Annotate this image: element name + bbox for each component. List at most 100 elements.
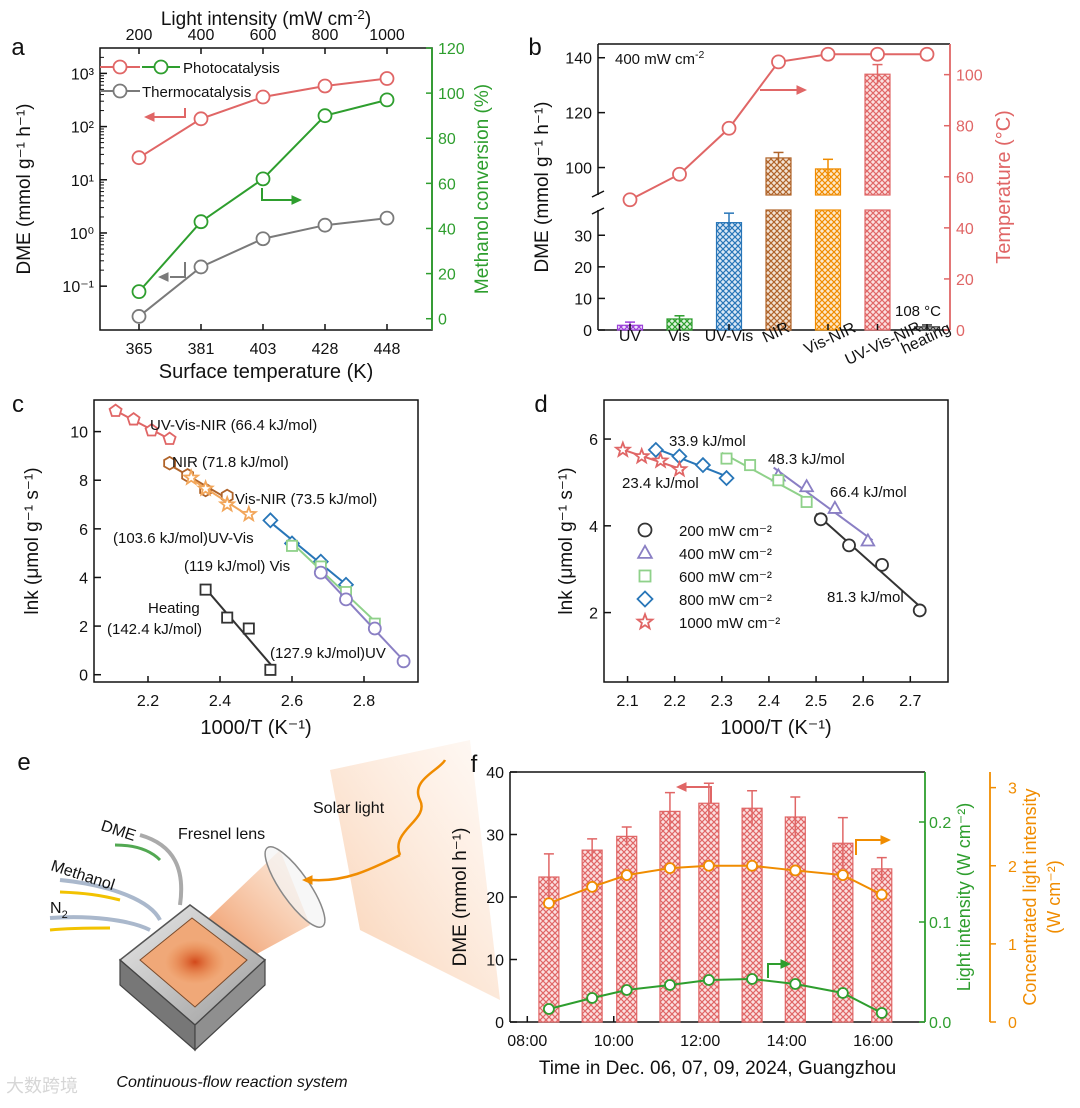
- panel-e-tube-dme: [139, 833, 184, 906]
- panel-f-concentrated-point: [664, 862, 676, 874]
- panel-a-legend-photo: Photocatalysis: [183, 60, 280, 77]
- panel-b-y2tick-label: 0: [956, 323, 965, 340]
- panel-d-point: [800, 495, 813, 508]
- panel-a-toptick-label: 200: [126, 27, 153, 44]
- panel-a-point: [317, 78, 333, 94]
- panel-f-ytick-label: 30: [486, 828, 504, 845]
- panel-a-point: [193, 111, 209, 127]
- panel-c-ytick-label: 4: [79, 570, 88, 587]
- panel-c-point: [285, 539, 298, 552]
- panel-a-point: [379, 71, 395, 86]
- panel-b-ytick-label: 20: [574, 260, 592, 277]
- panel-a-ytick-label: 10²: [71, 120, 95, 137]
- panel-e-solar-arrow: [397, 759, 447, 856]
- panel-a-toplabel-post: ): [365, 9, 371, 30]
- panel-f-xtick-label: 10:00: [594, 1033, 634, 1050]
- panel-c-fit-line: [111, 407, 174, 442]
- panel-b-temperature-point: [919, 46, 935, 62]
- panel-e-solar-beam: [330, 740, 500, 1000]
- panel-e-label-solar: Solar light: [313, 800, 385, 817]
- panel-a-ylabel: DME (mmol g⁻¹ h⁻¹): [14, 104, 35, 275]
- panel-a-point: [317, 217, 333, 233]
- panel-c-xtick-label: 2.8: [353, 693, 375, 710]
- panel-d-point: [827, 500, 843, 514]
- panel-a-y2tick-label: 20: [438, 267, 456, 284]
- panel-b-bar-lower: [864, 209, 891, 331]
- panel-a-point: [379, 92, 395, 108]
- panel-b-category-label: UV-Vis: [705, 328, 754, 345]
- panel-c-point: [262, 512, 279, 529]
- panel-e-caption: Continuous-flow reaction system: [116, 1074, 347, 1091]
- panel-b-bar-lower: [765, 209, 792, 331]
- panel-b-break-mark-2: [591, 207, 605, 215]
- panel-f-y3label: Concentrated light intensity: [1020, 788, 1040, 1005]
- panel-b-annotation-text: 400 mW cm: [615, 51, 695, 68]
- panel-d-ytick-label: 4: [589, 519, 598, 536]
- panel-c-point: [163, 455, 176, 471]
- panel-a-toptick-label: 1000: [369, 27, 405, 44]
- panel-c-label-nir: NIR (71.8 kJ/mol): [172, 454, 289, 471]
- panel-d-ylabel: lnk (μmol g⁻¹ s⁻¹): [556, 467, 577, 614]
- panel-a-point: [131, 150, 147, 166]
- panel-a-point: [255, 89, 271, 105]
- panel-f-ytick-label: 20: [486, 890, 504, 907]
- panel-e-flow-methanol: [59, 890, 121, 902]
- panel-b-arrowhead: [796, 85, 807, 95]
- panel-b-temperature-point: [622, 192, 638, 208]
- panel-f-bar: [698, 802, 720, 1023]
- panel-f-concentrated-point: [746, 859, 758, 872]
- panel-f-arrow-conc: [855, 839, 882, 855]
- panel-e-label-n2: N2: [50, 900, 68, 921]
- panel-f-y2tick-label: 0.1: [929, 915, 951, 932]
- panel-a-y2label: Methanol conversion (%): [472, 84, 493, 294]
- panel-a-legend-thermo: Thermocatalysis: [142, 84, 251, 101]
- panel-b-ytick-label: 140: [565, 51, 592, 68]
- panel-f-y3tick-label: 3: [1008, 781, 1017, 798]
- panel-b-temperature-point: [672, 166, 687, 182]
- panel-e-label-n2-sub: 2: [62, 909, 68, 921]
- panel-c-ytick-label: 8: [79, 473, 88, 490]
- panel-b-annotation-sup: -2: [695, 49, 704, 61]
- panel-e-label-dme: DME: [99, 818, 138, 845]
- panel-d-point: [647, 441, 665, 459]
- panel-c-label-uv: (127.9 kJ/mol)UV: [270, 645, 386, 662]
- panel-d-ytick-label: 2: [589, 606, 598, 623]
- panel-e-solar-arrow-tail: [311, 853, 401, 882]
- panel-c-xtick-label: 2.6: [281, 693, 303, 710]
- panel-f-arrow-light: [767, 963, 782, 978]
- panel-d-legend-marker: [636, 590, 654, 608]
- panel-d-legend-marker: [637, 522, 653, 538]
- panel-d-point: [670, 459, 689, 478]
- panel-d-xtick-label: 2.6: [852, 693, 874, 710]
- panel-c-label-heating: Heating: [148, 600, 200, 617]
- panel-a-point: [317, 108, 333, 124]
- panel-a-y2tick-label: 120: [438, 41, 465, 58]
- panel-c-ytick-label: 10: [70, 425, 88, 442]
- panel-c-point: [144, 422, 159, 437]
- panel-f-concentrated-point: [586, 880, 599, 893]
- panel-a-arrowhead-conv: [291, 195, 302, 205]
- panel-f-light-point: [586, 992, 599, 1004]
- panel-f-light-point: [620, 984, 633, 996]
- panel-f-xtick-label: 08:00: [507, 1033, 547, 1050]
- panel-b-bar-upper: [765, 157, 792, 196]
- panel-b-break-mark-1: [591, 190, 605, 198]
- panel-d-point: [798, 478, 815, 493]
- panel-a-toptick-label: 600: [250, 27, 277, 44]
- panel-f-xtick-label: 12:00: [680, 1033, 720, 1050]
- panel-d-legend-marker: [635, 611, 655, 631]
- panel-d-legend-marker: [638, 569, 652, 583]
- panel-a-point: [379, 210, 395, 226]
- panel-a-ytick-label: 10⁰: [70, 226, 94, 243]
- panel-a-xtick-label: 365: [126, 341, 153, 358]
- panel-e-tube-methanol: [59, 878, 162, 922]
- panel-f-y2label: Light intensity (W cm⁻²): [954, 803, 974, 992]
- panel-e-label-methanol: Methanol: [49, 858, 117, 895]
- panel-c-point: [181, 467, 201, 486]
- panel-d-point: [912, 603, 927, 618]
- panel-f-light-point: [836, 987, 849, 999]
- panel-d-xlabel: 1000/T (K⁻¹): [720, 717, 831, 739]
- panel-a-arrowhead-thermo: [158, 272, 169, 282]
- panel-d-point: [651, 450, 670, 469]
- panel-e-solar-arrowhead: [302, 875, 313, 885]
